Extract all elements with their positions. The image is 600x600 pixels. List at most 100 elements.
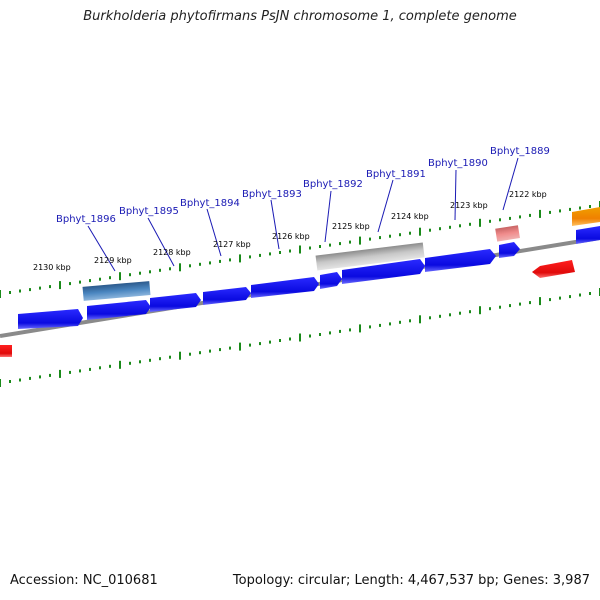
leader-bphyt-1890 <box>454 169 457 221</box>
upper-scale-tick <box>439 227 441 231</box>
gene-label-bphyt-1893: Bphyt_1893 <box>242 189 302 200</box>
upper-scale-tick <box>289 249 291 253</box>
upper-scale-tick <box>419 227 421 236</box>
upper-scale-tick <box>229 258 231 262</box>
upper-scale-tick <box>409 231 411 235</box>
gene-label-bphyt-1896: Bphyt_1896 <box>56 214 116 225</box>
lower-scale-tick <box>169 355 171 359</box>
lower-scale-tick <box>319 333 321 336</box>
lower-scale-tick <box>519 302 521 306</box>
upper-scale-tick <box>249 255 251 259</box>
lower-scale-tick <box>199 351 201 355</box>
lower-scale-tick <box>249 343 251 347</box>
upper-scale-tick <box>539 209 541 218</box>
upper-scale-tick <box>299 245 301 254</box>
lower-scale-tick <box>389 322 391 326</box>
upper-scale-tick <box>379 236 381 240</box>
kbp-label-2123: 2123 kbp <box>450 201 488 210</box>
gene-reverse-left-edge <box>0 345 12 357</box>
lower-scale-tick <box>79 369 81 373</box>
kbp-label-2122: 2122 kbp <box>509 190 547 199</box>
lower-scale-tick <box>559 296 561 300</box>
upper-scale-tick <box>159 268 161 272</box>
upper-scale-tick <box>49 285 51 289</box>
gene-label-bphyt-1895: Bphyt_1895 <box>119 206 179 217</box>
lower-scale-tick <box>369 325 371 329</box>
lower-scale-tick <box>69 370 71 374</box>
lower-scale-tick <box>269 340 271 344</box>
lower-scale-tick <box>0 379 1 387</box>
lower-scale-tick <box>189 352 191 356</box>
upper-scale-tick <box>239 254 241 263</box>
gene-blue-right-edge <box>576 226 600 244</box>
gene-forward-3 <box>150 293 201 312</box>
upper-scale-tick <box>349 240 351 244</box>
lower-scale-tick <box>229 346 231 350</box>
lower-scale-tick <box>459 311 461 315</box>
upper-scale-tick <box>509 216 511 220</box>
upper-scale-tick <box>339 242 341 246</box>
upper-scale-tick <box>329 243 331 247</box>
lower-scale-tick <box>329 331 331 335</box>
upper-scale-tick <box>169 267 171 271</box>
gene-forward-1 <box>18 309 83 329</box>
gene-reverse-far-right <box>532 260 575 278</box>
lower-scale-tick <box>439 314 441 318</box>
lower-scale-tick <box>489 307 491 311</box>
gene-label-bphyt-1891: Bphyt_1891 <box>366 169 426 180</box>
gene-forward-6 <box>320 272 342 289</box>
upper-scale-tick <box>479 218 481 227</box>
upper-scale-tick <box>579 206 581 210</box>
upper-scale-tick <box>139 271 141 275</box>
gene-forward-4 <box>203 287 251 305</box>
upper-scale-tick <box>69 282 71 286</box>
upper-scale-tick <box>109 276 111 280</box>
upper-scale-tick <box>199 262 201 266</box>
lower-scale-tick <box>359 324 361 333</box>
lower-scale-tick <box>39 375 41 379</box>
accession-text: Accession: NC_010681 <box>10 573 158 588</box>
kbp-label-2126: 2126 kbp <box>272 232 310 241</box>
gene-steelblue <box>82 281 151 301</box>
lower-scale-tick <box>259 342 261 346</box>
upper-scale-tick <box>259 253 261 257</box>
lower-scale-tick <box>509 304 511 308</box>
upper-scale-tick <box>9 291 11 294</box>
upper-scale-tick <box>569 207 571 211</box>
upper-scale-tick <box>559 209 561 213</box>
upper-scale-tick <box>0 290 1 298</box>
upper-scale-tick <box>449 225 451 229</box>
lower-scale-tick <box>209 349 211 353</box>
lower-scale-tick <box>9 380 11 383</box>
lower-scale-tick <box>429 316 431 320</box>
kbp-label-2129: 2129 kbp <box>94 256 132 265</box>
upper-scale-tick <box>99 277 101 281</box>
lower-scale-tick <box>549 298 551 302</box>
kbp-label-2128: 2128 kbp <box>153 248 191 257</box>
upper-scale-tick <box>119 272 121 281</box>
upper-scale-tick <box>489 219 491 223</box>
leader-bphyt-1889 <box>502 157 519 211</box>
upper-scale-tick <box>29 288 31 292</box>
lower-scale-tick <box>399 320 401 324</box>
lower-scale-tick <box>499 305 501 309</box>
lower-scale-tick <box>159 357 161 361</box>
lower-scale-tick <box>309 334 311 338</box>
leader-bphyt-1893 <box>270 199 280 250</box>
lower-scale-tick <box>379 323 381 327</box>
upper-scale-tick <box>589 205 591 208</box>
lower-scale-tick <box>469 310 471 314</box>
lower-scale-tick <box>299 333 301 342</box>
upper-scale-tick <box>529 213 531 217</box>
leader-bphyt-1896 <box>87 225 116 272</box>
lower-scale-tick <box>59 369 61 378</box>
lower-scale-tick <box>349 328 351 332</box>
lower-scale-tick <box>29 376 31 380</box>
lower-scale-tick <box>589 292 591 295</box>
lower-scale-tick <box>579 293 581 297</box>
upper-scale-tick <box>399 233 401 237</box>
upper-scale-tick <box>309 246 311 250</box>
leader-bphyt-1891 <box>377 179 394 233</box>
leader-bphyt-1892 <box>324 190 332 243</box>
